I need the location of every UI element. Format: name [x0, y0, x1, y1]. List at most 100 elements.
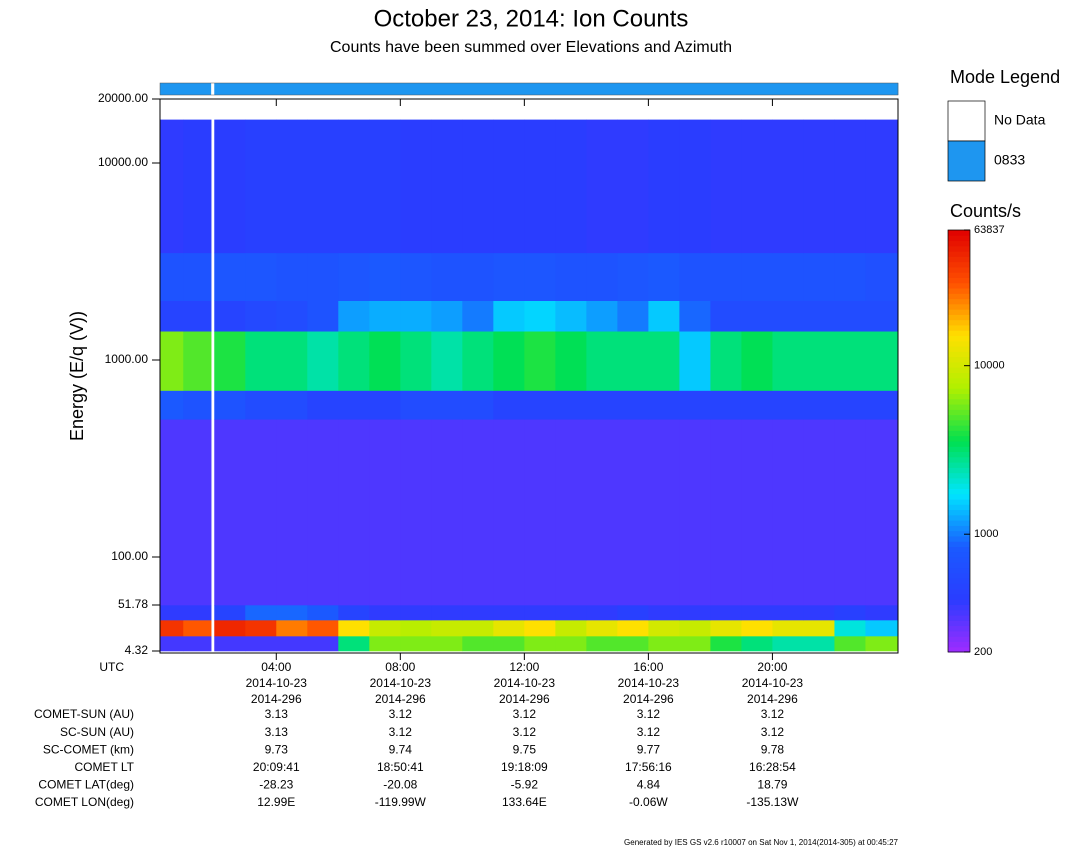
heatmap-cell	[369, 119, 401, 254]
y-tick-label: 100.00	[111, 549, 148, 563]
heatmap-cell	[679, 119, 711, 254]
colorbar-strip	[948, 525, 970, 532]
heatmap-cell	[803, 300, 835, 332]
heatmap-cell	[400, 331, 432, 391]
heatmap-cell	[400, 390, 432, 420]
colorbar-strip	[948, 462, 970, 468]
colorbar-strip	[948, 641, 970, 648]
heatmap-cell	[834, 300, 866, 332]
heatmap-cell	[710, 620, 742, 637]
heatmap-cell	[214, 390, 246, 420]
chart-subtitle: Counts have been summed over Elevations …	[330, 39, 732, 56]
mode-segment	[400, 83, 432, 95]
colorbar-strip	[948, 272, 970, 278]
heatmap-cell	[214, 419, 246, 606]
heatmap-cell	[710, 331, 742, 391]
y-tick-label: 4.32	[125, 643, 149, 657]
heatmap-cell	[431, 620, 463, 637]
heatmap-cell	[160, 300, 184, 332]
heatmap-cell	[772, 331, 804, 391]
heatmap-cell	[431, 331, 463, 391]
heatmap-cell	[834, 620, 866, 637]
heatmap-cell	[369, 419, 401, 606]
heatmap-cell	[865, 252, 899, 301]
heatmap-cell	[245, 605, 277, 621]
heatmap-cell	[555, 331, 587, 391]
colorbar-strip	[948, 472, 970, 479]
heatmap-cell	[555, 300, 587, 332]
x-doy: 2014-296	[623, 692, 674, 706]
heatmap-cell	[400, 300, 432, 332]
heatmap-cell	[369, 390, 401, 420]
colorbar-strip	[948, 230, 970, 236]
colorbar-strip	[948, 483, 970, 489]
heatmap-cell	[617, 419, 649, 606]
colorbar-strip	[948, 583, 970, 590]
heatmap-cell	[183, 419, 212, 606]
heatmap-cell	[586, 300, 618, 332]
colorbar-strip	[948, 261, 970, 268]
heatmap-cell	[710, 419, 742, 606]
heatmap-cell	[307, 331, 339, 391]
heatmap-cell	[214, 605, 246, 621]
heatmap-cell	[524, 300, 556, 332]
mode-segment	[524, 83, 556, 95]
heatmap-cell	[648, 252, 680, 301]
x-doy: 2014-296	[375, 692, 426, 706]
ephemeris-value: 9.77	[637, 742, 661, 756]
x-date: 2014-10-23	[494, 676, 556, 690]
ephemeris-value: 4.84	[637, 778, 661, 792]
mode-segment	[462, 83, 494, 95]
x-tick-label: 16:00	[633, 660, 663, 674]
ephemeris-value: 3.12	[637, 725, 661, 739]
heatmap-cell	[276, 252, 308, 301]
heatmap-cell	[400, 252, 432, 301]
mode-segment	[211, 83, 215, 95]
colorbar-strip	[948, 298, 970, 305]
heatmap-cell	[160, 636, 184, 652]
colorbar-strip	[948, 493, 970, 500]
ephemeris-value: 3.12	[513, 707, 537, 721]
heatmap-cell	[276, 331, 308, 391]
colorbar-strip	[948, 346, 970, 352]
mode-segment	[741, 83, 773, 95]
heatmap-cell	[493, 605, 525, 621]
heatmap-cell	[803, 636, 835, 652]
heatmap-cell	[834, 419, 866, 606]
heatmap-cell	[338, 620, 370, 637]
heatmap-cell	[214, 636, 246, 652]
heatmap-cell	[555, 419, 587, 606]
heatmap-cell	[617, 605, 649, 621]
colorbar-strip	[948, 356, 970, 363]
colorbar-strip	[948, 361, 970, 368]
heatmap-cell	[307, 252, 339, 301]
heatmap-cell	[214, 620, 246, 637]
heatmap-cell	[160, 620, 184, 637]
x-doy: 2014-296	[499, 692, 550, 706]
colorbar-tick-label: 63837	[974, 224, 1005, 236]
heatmap-cell	[183, 300, 212, 332]
heatmap-cell	[710, 300, 742, 332]
heatmap-cell	[865, 390, 899, 420]
heatmap-cell	[431, 605, 463, 621]
colorbar-strip	[948, 319, 970, 326]
mode-bar-frame	[159, 82, 899, 96]
heatmap-cell	[834, 636, 866, 652]
colorbar-strip	[948, 340, 970, 347]
colorbar-strip	[948, 557, 970, 563]
colorbar-strip	[948, 599, 970, 606]
heatmap-cell	[741, 119, 773, 254]
colorbar-strip	[948, 499, 970, 505]
heatmap-cell	[276, 636, 308, 652]
colorbar-strip	[948, 256, 970, 263]
heatmap-cell	[276, 390, 308, 420]
heatmap-cell	[679, 636, 711, 652]
colorbar-strip	[948, 615, 970, 621]
heatmap-cell	[865, 605, 899, 621]
mode-segment	[834, 83, 866, 95]
colorbar-strip	[948, 309, 970, 315]
footer: Generated by IES GS v2.6 r10007 on Sat N…	[624, 838, 899, 847]
heatmap-cell	[617, 300, 649, 332]
heatmap-cell	[307, 636, 339, 652]
colorbar-strip	[948, 609, 970, 616]
